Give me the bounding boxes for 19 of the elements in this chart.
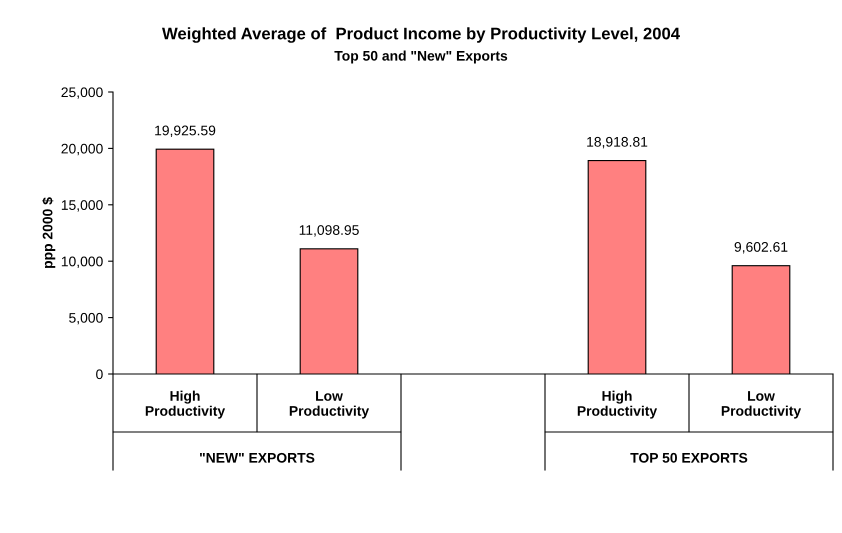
data-label: 19,925.59	[155, 126, 216, 138]
data-label: 11,098.95	[300, 225, 359, 237]
chart-title: Weighted Average of Product Income by Productivity Level, 2004	[162, 27, 680, 43]
data-label: 9,602.61	[734, 242, 788, 254]
y-tick-label: 0	[96, 369, 103, 380]
chart-subtitle: Top 50 and "New" Exports	[334, 50, 508, 64]
data-label: 18,918.81	[587, 136, 648, 148]
text: TOP 50 EXPORTS	[630, 452, 748, 463]
y-tick-label: 10,000	[62, 256, 103, 268]
x-tick-label: Low Productivity	[290, 391, 370, 419]
y-tick-label: 15,000	[62, 200, 103, 212]
y-tick-label: 25,000	[62, 87, 103, 99]
text: "NEW" EXPORTS	[200, 452, 314, 463]
x-tick-label: Low Productivity	[722, 391, 802, 419]
x-tick-label: High Productivity	[146, 390, 226, 419]
y-axis-title: ppp 2000 $	[42, 197, 56, 268]
x-tick-label: High Productivity	[578, 390, 658, 419]
y-tick-label: 20,000	[62, 144, 103, 156]
y-tick-label: 5,000	[69, 312, 103, 324]
